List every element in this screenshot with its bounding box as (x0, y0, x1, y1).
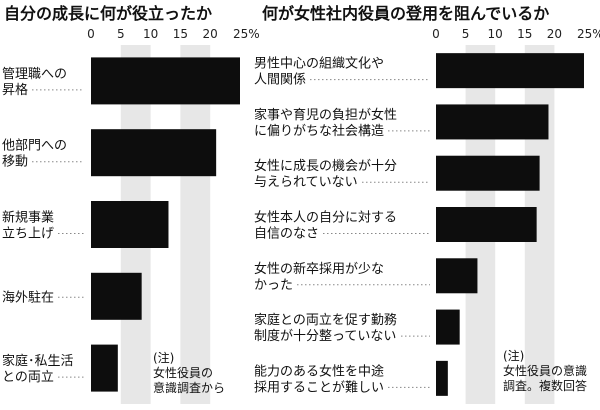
bar (436, 207, 537, 242)
x-tick-label: 15 (173, 27, 188, 41)
bar (91, 272, 142, 320)
category-label: 家庭との両立を促す勤務制度が十分整っていない (254, 312, 397, 344)
category-label: 女性の新卒採用が少なかった (254, 261, 384, 293)
left-chart-panel: 自分の成長に何が役立ったか 0 5 10 15 20 25% 管理職への昇格他部門への移動新規… (2, 4, 260, 404)
x-tick-label: 25% (577, 27, 600, 41)
chart-note: (注)女性役員の意識調査。複数回答 (503, 348, 587, 393)
category-label: 女性に成長の機会が十分与えられていない (254, 158, 397, 190)
x-tick-label: 0 (87, 27, 95, 41)
chart-title: 何が女性社内役員の登用を阻んでいるか (262, 4, 549, 23)
category-label: 新規事業立ち上げ (2, 210, 54, 242)
x-tick-label: 10 (488, 27, 503, 41)
x-tick-label: 0 (432, 27, 440, 41)
category-label: 能力のある女性を中途採用することが難しい (254, 363, 384, 395)
category-label: 男性中心の組織文化や人間関係 (254, 57, 384, 88)
bar (91, 57, 240, 105)
x-tick-label: 25% (233, 27, 260, 41)
bar (91, 129, 217, 177)
bar (436, 258, 478, 294)
bar (91, 201, 169, 248)
x-tick-label: 5 (117, 27, 125, 41)
chart-title: 自分の成長に何が役立ったか (4, 4, 212, 23)
bar (436, 104, 549, 140)
category-label: 家庭･私生活との両立 (2, 353, 74, 385)
x-tick-label: 20 (203, 27, 218, 41)
category-label: 管理職への昇格 (2, 67, 67, 98)
x-tick-label: 20 (547, 27, 562, 41)
category-label: 海外駐在 (2, 290, 54, 305)
bar (436, 360, 448, 396)
bar (436, 155, 540, 191)
right-chart-panel: 何が女性社内役員の登用を阻んでいるか 0 5 10 15 20 25% 男性中心の組織文化や人… (254, 4, 600, 404)
chart-note: (注)女性役員の意識調査から (153, 350, 225, 395)
bar (436, 309, 460, 345)
x-tick-label: 5 (462, 27, 470, 41)
bar (436, 53, 584, 89)
x-tick-label: 10 (143, 27, 158, 41)
category-label: 家事や育児の負担が女性に偏りがちな社会構造 (254, 107, 397, 139)
bar (91, 344, 118, 392)
category-label: 他部門への移動 (2, 139, 67, 170)
grid-band (180, 45, 211, 404)
x-tick-label: 15 (517, 27, 532, 41)
category-label: 女性本人の自分に対する自信のなさ (254, 210, 397, 242)
